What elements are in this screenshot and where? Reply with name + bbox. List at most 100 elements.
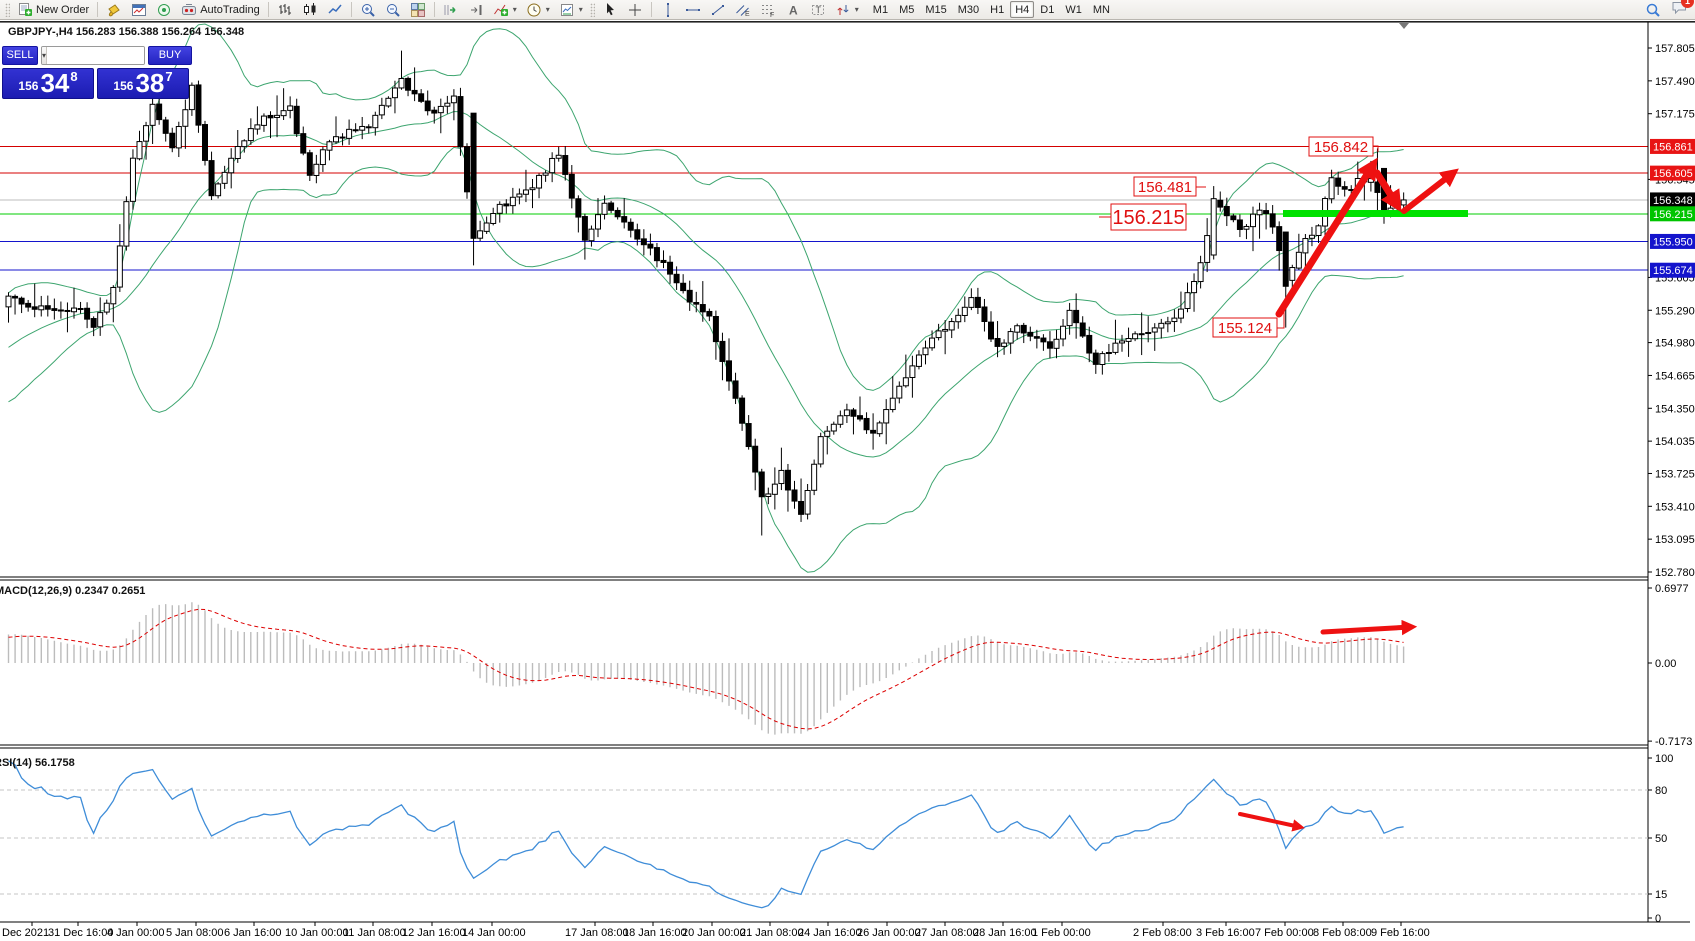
zoom-out-button[interactable] [381,1,405,19]
svg-text:Dec 2021: Dec 2021 [2,927,49,939]
text-label-tool-button[interactable]: T [806,1,830,19]
community-chat-button[interactable]: 1 [1671,0,1694,20]
text-tool-button[interactable]: A [781,1,805,19]
svg-text:14 Jan 00:00: 14 Jan 00:00 [462,927,526,939]
horizontal-price-lines [0,145,1648,271]
volume-decrease-button[interactable]: ▾ [42,47,48,64]
svg-text:26 Jan 00:00: 26 Jan 00:00 [857,927,921,939]
tab-timeframe-m15[interactable]: M15 [920,1,951,18]
tab-timeframe-d1[interactable]: D1 [1035,1,1059,18]
styler-button[interactable] [102,1,126,19]
arrows-tool-button[interactable]: ▾ [831,1,863,19]
svg-text:156.861: 156.861 [1653,141,1693,153]
sell-price-pip: 8 [70,69,78,84]
svg-text:8 Feb 08:00: 8 Feb 08:00 [1313,927,1372,939]
chevron-down-icon: ▾ [512,5,517,14]
toolbar-grip[interactable] [589,2,595,17]
tab-timeframe-mn[interactable]: MN [1088,1,1115,18]
sell-button[interactable]: SELL [2,46,38,65]
fibonacci-tool-button[interactable]: F [756,1,780,19]
auto-scroll-button[interactable] [439,1,463,19]
horizontal-line-tool-button[interactable] [681,1,705,19]
tab-timeframe-m30[interactable]: M30 [953,1,984,18]
trendline-tool-button[interactable] [706,1,730,19]
tab-timeframe-h1[interactable]: H1 [985,1,1009,18]
chart-shift-button[interactable] [464,1,488,19]
channel-tool-button[interactable]: E [731,1,755,19]
annotation-price-label: 156.481 [1138,179,1192,196]
buy-button[interactable]: BUY [148,46,192,65]
svg-text:E: E [745,11,750,18]
svg-text:100: 100 [1655,753,1673,765]
clock-icon [526,2,542,18]
svg-text:153.095: 153.095 [1655,534,1695,546]
svg-text:154.035: 154.035 [1655,436,1695,448]
horizontal-line-icon [685,2,701,18]
tab-timeframe-m5[interactable]: M5 [894,1,919,18]
svg-text:155.674: 155.674 [1653,265,1693,277]
line-chart-button[interactable] [323,1,347,19]
templates-button[interactable]: ▾ [555,1,587,19]
macd-panel [7,602,1405,735]
chart-background [0,21,1695,23]
buy-price-panel[interactable]: 156 38 7 [97,68,189,99]
template-icon [559,2,575,18]
cursor-tool-button[interactable] [598,1,622,19]
candlestick-chart-button[interactable] [298,1,322,19]
svg-text:5 Jan 08:00: 5 Jan 08:00 [166,927,224,939]
crosshair-tool-button[interactable] [623,1,647,19]
trendline-icon [710,2,726,18]
svg-text:154.980: 154.980 [1655,338,1695,350]
sell-price-big: 34 [40,68,70,98]
svg-text:80: 80 [1655,785,1667,797]
periods-button[interactable]: ▾ [522,1,554,19]
buy-price-int: 156 [113,79,134,93]
annotation-price-label: 156.215 [1112,207,1184,229]
svg-text:1 Feb 00:00: 1 Feb 00:00 [1032,927,1091,939]
text-label-icon: T [810,2,826,18]
svg-text:156.348: 156.348 [1653,195,1693,207]
svg-text:4 Jan 00:00: 4 Jan 00:00 [107,927,165,939]
svg-text:0.6977: 0.6977 [1655,583,1689,595]
sell-price-int: 156 [18,79,39,93]
svg-text:10 Jan 00:00: 10 Jan 00:00 [285,927,349,939]
tab-timeframe-m1[interactable]: M1 [868,1,893,18]
buy-price-big: 38 [135,68,165,98]
toolbar-separator [650,2,652,17]
annotation-price-label: 156.842 [1314,139,1368,156]
vertical-line-tool-button[interactable] [656,1,680,19]
new-order-button[interactable]: New Order [13,1,93,19]
toolbar-grip[interactable] [5,2,10,17]
indicators-button[interactable]: ▾ [489,1,521,19]
market-watch-button[interactable] [127,1,151,19]
paint-bucket-icon [106,2,122,18]
chevron-down-icon: ▾ [578,5,583,14]
volume-input[interactable] [47,47,144,64]
svg-text:155.290: 155.290 [1655,305,1695,317]
svg-text:156.215: 156.215 [1653,209,1693,221]
svg-text:15: 15 [1655,889,1667,901]
zoom-in-button[interactable] [356,1,380,19]
signals-button[interactable] [152,1,176,19]
search-button[interactable] [1641,1,1665,19]
svg-text:0.00: 0.00 [1655,658,1676,670]
candlestick-chart-icon [302,2,318,18]
crosshair-icon [627,2,643,18]
tile-windows-button[interactable] [406,1,430,19]
cursor-icon [602,2,618,18]
svg-text:3 Feb 16:00: 3 Feb 16:00 [1196,927,1255,939]
candlestick-series [5,50,1407,536]
sell-price-panel[interactable]: 156 34 8 [2,68,94,99]
tab-timeframe-w1[interactable]: W1 [1060,1,1087,18]
tab-timeframe-h4[interactable]: H4 [1010,1,1035,18]
svg-text:18 Jan 16:00: 18 Jan 16:00 [623,927,687,939]
bar-chart-button[interactable] [273,1,297,19]
line-chart-icon [327,2,343,18]
chevron-down-icon: ▾ [545,5,550,14]
timeframe-group: M1 M5 M15 M30 H1 H4 D1 W1 MN [868,1,1115,18]
notification-badge: 1 [1681,0,1694,8]
macd-indicator-label: MACD(12,26,9) 0.2347 0.2651 [0,585,146,597]
autotrading-button[interactable]: AutoTrading [177,1,264,19]
